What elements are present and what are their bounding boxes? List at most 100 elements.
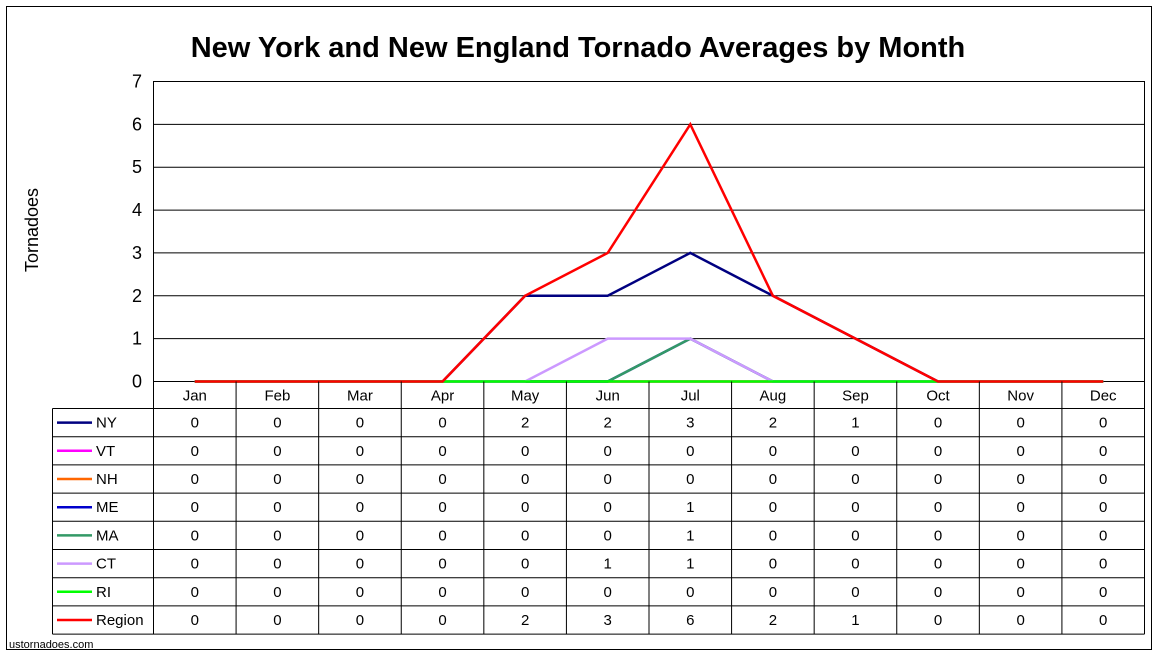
table-cell: 0 [686,471,694,488]
y-tick-label: 2 [132,286,142,306]
table-cell: 0 [934,584,942,601]
table-cell: 0 [934,527,942,544]
table-cell: 0 [851,471,859,488]
table-cell: 0 [1016,471,1024,488]
table-cell: 0 [686,584,694,601]
table-cell: 2 [521,415,529,432]
table-cell: 1 [686,499,694,516]
series-lines [194,121,1104,383]
table-cell: 2 [769,612,777,629]
table-cell: 0 [356,499,364,516]
legend-label-nh: NH [96,471,118,488]
table-cell: 0 [769,499,777,516]
y-axis-ticks: 0 1 2 3 4 5 6 7 [132,72,142,392]
table-cell: 0 [1016,415,1024,432]
y-tick-label: 0 [132,372,142,392]
table-cell: 1 [686,527,694,544]
table-cell: 0 [273,415,281,432]
table-cell: 0 [273,612,281,629]
table-cell: 0 [769,556,777,573]
table-cell: 0 [191,584,199,601]
table-cell: 3 [686,415,694,432]
legend-label-ny: NY [96,415,117,432]
legend-label-ri: RI [96,584,111,601]
source-credit: ustornadoes.com [9,639,93,651]
table-cell: 0 [604,443,612,460]
x-category-label: Apr [431,388,454,405]
y-tick-label: 5 [132,157,142,177]
table-cell: 0 [356,527,364,544]
table-cell: 2 [604,415,612,432]
table-cell: 0 [273,527,281,544]
table-cell: 0 [521,499,529,516]
table-cell: 0 [1099,415,1107,432]
x-category-label: May [511,388,540,405]
table-cell: 0 [1099,556,1107,573]
table-cell: 0 [1099,612,1107,629]
table-cell: 0 [934,443,942,460]
table-cell: 0 [769,443,777,460]
table-cell: 0 [1016,584,1024,601]
series-line-region [194,121,1104,383]
table-cell: 0 [604,527,612,544]
table-cell: 0 [438,612,446,629]
table-cell: 0 [1099,443,1107,460]
table-cell: 0 [191,527,199,544]
x-category-label: Feb [264,388,290,405]
table-cell: 0 [1016,612,1024,629]
x-category-label: Jul [681,388,700,405]
table-cell: 2 [521,612,529,629]
table-cell: 0 [604,584,612,601]
table-cell: 0 [191,612,199,629]
table-cell: 0 [1099,527,1107,544]
table-cell: 0 [273,443,281,460]
table-cell: 0 [356,612,364,629]
table-cell: 0 [356,443,364,460]
table-cell: 0 [273,556,281,573]
table-cell: 0 [604,471,612,488]
table-cell: 1 [851,415,859,432]
table-cell: 0 [273,584,281,601]
x-category-label: Mar [347,388,373,405]
data-table: Jan Feb Mar Apr May Jun Jul Aug Sep Oct Nov Dec NY 0 0… [52,381,1145,635]
table-cell: 0 [191,415,199,432]
table-cell: 0 [851,584,859,601]
legend-label-vt: VT [96,443,115,460]
table-cell: 0 [851,499,859,516]
table-cell: 6 [686,612,694,629]
table-cell: 0 [438,527,446,544]
table-cell: 0 [356,584,364,601]
table-cell: 0 [934,499,942,516]
table-cell: 0 [191,556,199,573]
table-cell: 0 [851,443,859,460]
y-tick-label: 4 [132,200,142,220]
table-cell: 0 [438,584,446,601]
legend-label-ma: MA [96,527,119,544]
table-cell: 0 [1016,527,1024,544]
table-cell: 1 [686,556,694,573]
table-cell: 0 [521,527,529,544]
table-cell: 0 [438,499,446,516]
y-tick-label: 3 [132,243,142,263]
legend-label-ct: CT [96,556,116,573]
table-cell: 0 [273,499,281,516]
table-cell: 0 [1016,499,1024,516]
x-category-label: Aug [760,388,787,405]
y-tick-label: 7 [132,72,142,92]
y-tick-label: 1 [132,329,142,349]
legend-label-me: ME [96,499,119,516]
table-cell: 0 [1099,471,1107,488]
table-cell: 1 [851,612,859,629]
table-cell: 0 [1099,499,1107,516]
table-cell: 0 [521,584,529,601]
table-cell: 0 [521,471,529,488]
table-cell: 0 [191,499,199,516]
table-cell: 0 [356,415,364,432]
table-cell: 0 [521,556,529,573]
table-cell: 0 [273,471,281,488]
table-cell: 0 [356,471,364,488]
x-category-label: Jun [596,388,620,405]
table-cell: 0 [851,556,859,573]
table-cell: 3 [604,612,612,629]
